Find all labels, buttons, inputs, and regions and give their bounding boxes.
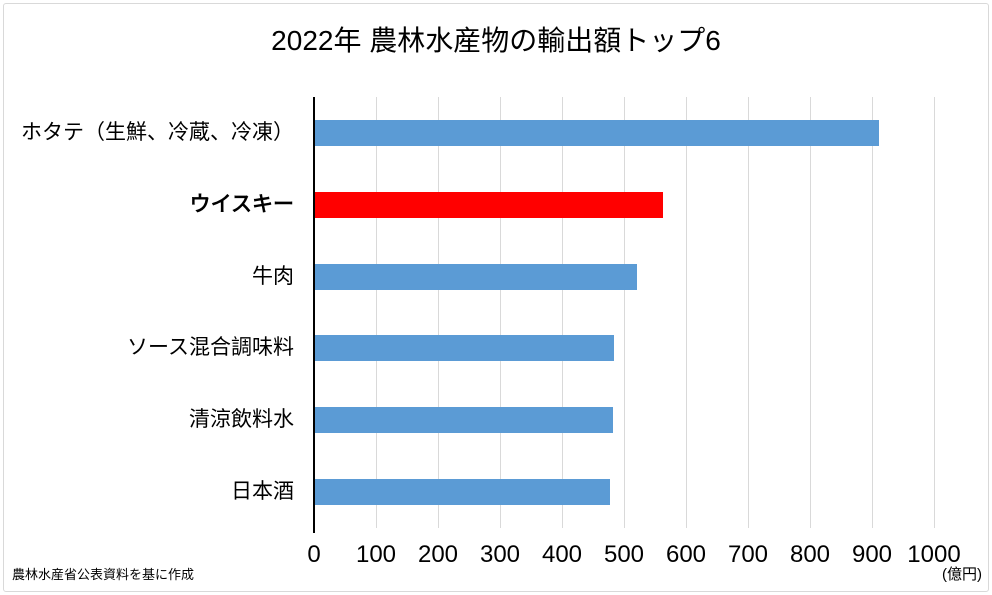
gridline	[933, 97, 935, 528]
x-tick-label: 0	[307, 541, 321, 568]
category-label: ホタテ（生鮮、冷蔵、冷凍）	[21, 120, 294, 144]
category-label: 清涼飲料水	[189, 408, 294, 432]
bar	[315, 119, 880, 146]
x-tick-label: 1000	[907, 541, 961, 568]
gridline	[871, 97, 873, 528]
bar	[315, 191, 663, 218]
x-tick-label: 800	[789, 541, 831, 568]
gridline	[561, 97, 563, 528]
gridline	[747, 97, 749, 528]
gridline	[623, 97, 625, 528]
bar	[315, 335, 615, 362]
chart-title: 2022年 農林水産物の輸出額トップ6	[271, 25, 721, 56]
x-tick-label: 400	[541, 541, 583, 568]
axis-unit-label: (億円)	[942, 566, 982, 583]
x-tick-label: 500	[603, 541, 645, 568]
category-label: 日本酒	[231, 480, 294, 504]
category-label: ソース混合調味料	[127, 336, 294, 360]
x-tick-label: 600	[665, 541, 707, 568]
plot-area	[313, 97, 935, 533]
x-tick-label: 900	[851, 541, 893, 568]
gridline	[375, 97, 377, 528]
x-tick-label: 300	[479, 541, 521, 568]
gridline	[437, 97, 439, 528]
gridline	[809, 97, 811, 528]
bar	[315, 263, 638, 290]
source-note: 農林水産省公表資料を基に作成	[12, 567, 195, 582]
y-axis-line	[313, 97, 315, 533]
bar	[315, 479, 610, 506]
x-tick-label: 200	[417, 541, 459, 568]
category-label: ウイスキー	[189, 192, 294, 216]
gridline	[685, 97, 687, 528]
gridline	[499, 97, 501, 528]
x-tick-label: 700	[727, 541, 769, 568]
x-tick-label: 100	[355, 541, 397, 568]
category-label: 牛肉	[252, 264, 294, 288]
bar	[315, 407, 613, 434]
